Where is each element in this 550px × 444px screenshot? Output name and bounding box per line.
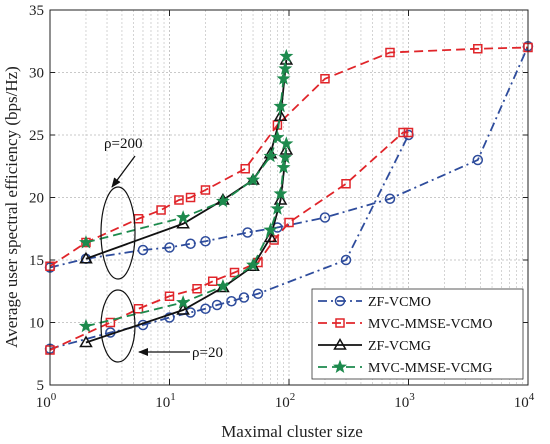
- legend-label: ZF-VCMG: [368, 339, 431, 354]
- legend: ZF-VCMO MVC-MMSE-VCMO ZF-VCMG MVC-MMSE-VCMG: [312, 289, 523, 379]
- y-tick-label: 5: [37, 378, 45, 394]
- legend-label: ZF-VCMO: [368, 295, 431, 310]
- annotations: ρ=200 ρ=20: [101, 136, 223, 362]
- x-axis-label: Maximal cluster size: [221, 422, 363, 441]
- y-axis-label: Average user spectral efficiency (bps/Hz…: [2, 66, 21, 348]
- x-tick-label: 100: [36, 391, 57, 411]
- x-tick-exponent: 3: [409, 391, 415, 403]
- rho-200-label: ρ=200: [104, 136, 142, 152]
- data-point: [280, 50, 292, 62]
- x-tick-label: 101: [155, 391, 176, 411]
- x-tick-exponent: 4: [529, 391, 535, 403]
- y-tick-label: 10: [29, 316, 44, 332]
- x-tick-label: 104: [514, 391, 535, 411]
- x-tick-base: 10: [394, 395, 409, 411]
- y-tick-label: 35: [29, 3, 44, 19]
- y-tick-label: 30: [29, 66, 44, 82]
- x-tick-exponent: 1: [170, 391, 176, 403]
- y-tick-label: 25: [29, 128, 44, 144]
- y-tick-label: 15: [29, 253, 44, 269]
- x-tick-label: 102: [275, 391, 296, 411]
- data-point: [80, 320, 92, 332]
- legend-label: MVC-MMSE-VCMO: [368, 317, 492, 332]
- rho-200-ellipse: [101, 187, 135, 279]
- legend-label: MVC-MMSE-VCMG: [368, 361, 492, 376]
- series-star-dash: [80, 137, 293, 331]
- rho-200-arrow: [112, 156, 135, 187]
- x-tick-base: 10: [275, 395, 290, 411]
- x-tick-base: 10: [514, 395, 529, 411]
- y-tick-label: 20: [29, 191, 44, 207]
- rho-20-label: ρ=20: [192, 345, 223, 361]
- data-point: [280, 137, 292, 149]
- x-tick-base: 10: [36, 395, 51, 411]
- x-tick-exponent: 2: [290, 391, 296, 403]
- data-point: [134, 305, 142, 313]
- data-point: [241, 165, 249, 173]
- data-point: [209, 277, 217, 285]
- x-tick-exponent: 0: [51, 391, 57, 403]
- x-tick-label: 103: [394, 391, 415, 411]
- x-tick-base: 10: [155, 395, 170, 411]
